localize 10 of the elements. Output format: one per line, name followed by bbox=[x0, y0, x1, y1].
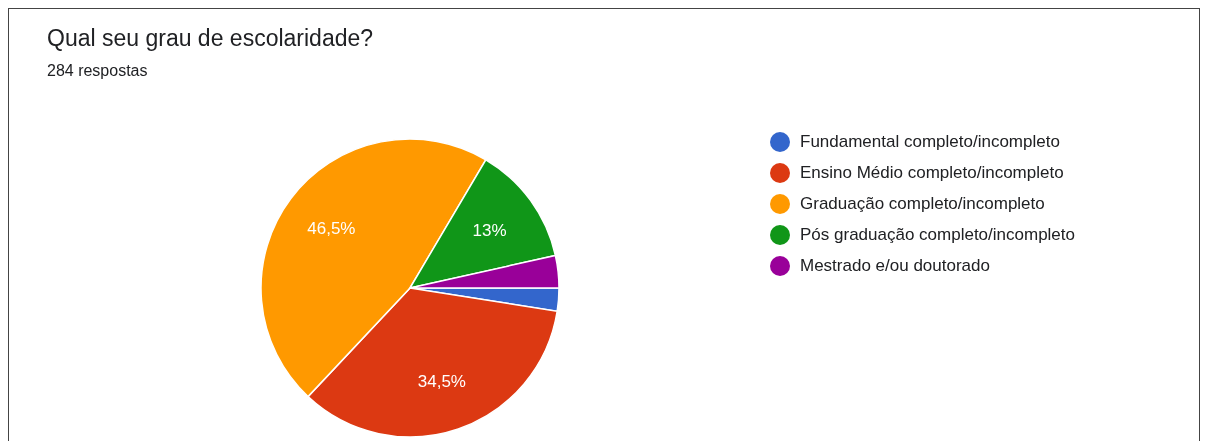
chart-title: Qual seu grau de escolaridade? bbox=[47, 25, 374, 52]
data-label: 46,5% bbox=[307, 219, 356, 239]
legend-label: Fundamental completo/incompleto bbox=[800, 132, 1060, 152]
legend-label: Pós graduação completo/incompleto bbox=[800, 225, 1075, 245]
legend-label: Mestrado e/ou doutorado bbox=[800, 256, 990, 276]
text: 284 respostas bbox=[47, 62, 148, 80]
legend-label: Graduação completo/incompleto bbox=[800, 194, 1045, 214]
legend-label: Ensino Médio completo/incompleto bbox=[800, 163, 1064, 183]
data-label: 34,5% bbox=[417, 371, 466, 391]
data-label: 13% bbox=[472, 220, 507, 240]
